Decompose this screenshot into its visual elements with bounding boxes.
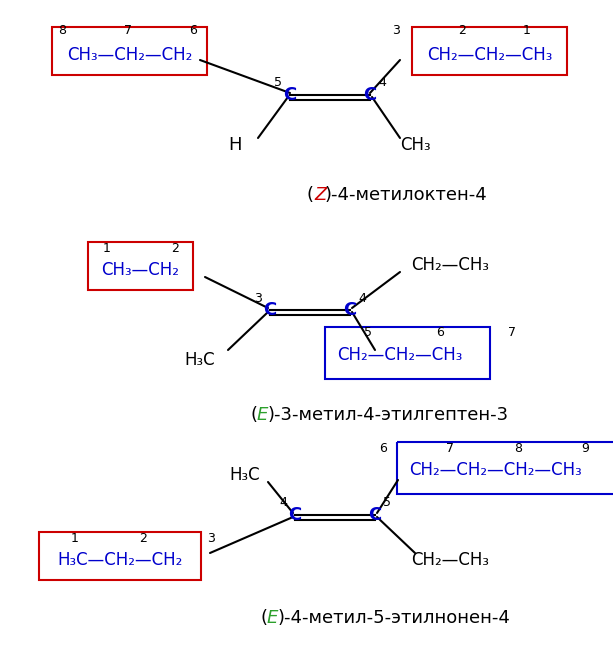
- Text: C: C: [364, 86, 376, 104]
- Text: 6: 6: [379, 441, 387, 455]
- Text: 3: 3: [207, 531, 215, 544]
- Text: 3: 3: [392, 23, 400, 37]
- Text: 4: 4: [378, 77, 386, 90]
- Text: )-4-метилоктен-4: )-4-метилоктен-4: [325, 186, 488, 204]
- Text: CH₂—CH₃: CH₂—CH₃: [411, 256, 489, 274]
- Text: 2: 2: [171, 241, 179, 255]
- Text: 7: 7: [508, 326, 516, 339]
- Bar: [325, 327, 490, 379]
- Text: CH₂—CH₃: CH₂—CH₃: [411, 551, 489, 569]
- Text: 5: 5: [274, 77, 282, 90]
- Text: 4: 4: [279, 497, 287, 510]
- Text: 6: 6: [436, 326, 444, 339]
- Text: E: E: [267, 609, 278, 627]
- Text: 1: 1: [71, 531, 79, 544]
- Text: 3: 3: [254, 292, 262, 304]
- Text: CH₂—CH₂—CH₃: CH₂—CH₂—CH₃: [427, 46, 553, 64]
- Bar: [39, 532, 201, 580]
- Text: E: E: [257, 406, 268, 424]
- Text: Z: Z: [314, 186, 326, 204]
- Text: C: C: [283, 86, 297, 104]
- Text: 8: 8: [514, 441, 522, 455]
- Text: C: C: [343, 301, 357, 319]
- Text: CH₃—CH₂: CH₃—CH₂: [101, 261, 179, 279]
- Text: H₃C: H₃C: [230, 466, 261, 484]
- Text: (: (: [307, 186, 314, 204]
- Text: 2: 2: [458, 23, 466, 37]
- Text: 8: 8: [58, 23, 66, 37]
- Text: 1: 1: [523, 23, 531, 37]
- Text: H: H: [228, 136, 242, 154]
- Text: 5: 5: [364, 326, 372, 339]
- Text: (: (: [250, 406, 257, 424]
- Bar: [397, 442, 613, 494]
- Text: 2: 2: [139, 531, 147, 544]
- Text: C: C: [288, 506, 302, 524]
- Text: C: C: [368, 506, 382, 524]
- Text: H₃C: H₃C: [185, 351, 215, 369]
- Text: CH₃: CH₃: [400, 136, 430, 154]
- Text: CH₃—CH₂—CH₂: CH₃—CH₂—CH₂: [67, 46, 192, 64]
- Bar: [52, 27, 207, 75]
- Text: 5: 5: [383, 497, 391, 510]
- Text: (: (: [260, 609, 267, 627]
- Text: CH₂—CH₂—CH₂—CH₃: CH₂—CH₂—CH₂—CH₃: [409, 461, 581, 479]
- Text: H₃C—CH₂—CH₂: H₃C—CH₂—CH₂: [57, 551, 183, 569]
- Text: C: C: [264, 301, 276, 319]
- Text: 7: 7: [446, 441, 454, 455]
- Text: 1: 1: [103, 241, 111, 255]
- Text: 7: 7: [124, 23, 132, 37]
- Text: CH₂—CH₂—CH₃: CH₂—CH₂—CH₃: [337, 346, 463, 364]
- Text: 4: 4: [358, 292, 366, 304]
- Text: )-3-метил-4-этилгептен-3: )-3-метил-4-этилгептен-3: [268, 406, 509, 424]
- Bar: [412, 27, 567, 75]
- Text: 6: 6: [189, 23, 197, 37]
- Bar: [88, 242, 193, 290]
- Text: 9: 9: [581, 441, 589, 455]
- Text: )-4-метил-5-этилнонен-4: )-4-метил-5-этилнонен-4: [278, 609, 511, 627]
